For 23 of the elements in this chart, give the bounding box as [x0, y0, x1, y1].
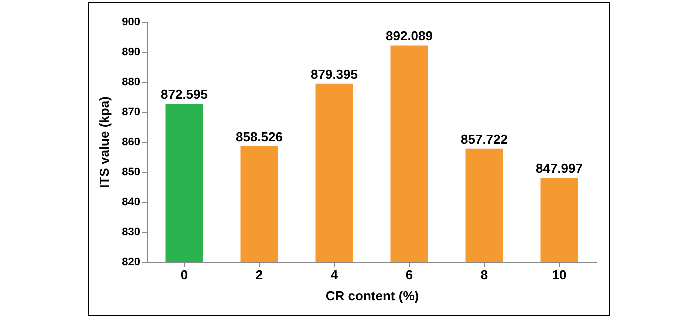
y-tick-label: 870	[122, 106, 140, 118]
y-tick-label: 820	[122, 256, 140, 268]
y-tick-label: 900	[122, 16, 140, 28]
y-tick-label: 850	[122, 166, 140, 178]
data-label: 872.595	[161, 87, 208, 102]
data-label: 847.997	[536, 161, 583, 176]
y-tick-label: 830	[122, 226, 140, 238]
data-label: 892.089	[386, 28, 433, 44]
x-tick-label: 8	[480, 268, 488, 282]
y-tick-label: 840	[122, 196, 140, 208]
data-label: 858.526	[236, 129, 283, 144]
x-tick-label: 2	[256, 268, 264, 282]
x-tick-label: 4	[330, 268, 339, 282]
y-axis-title: ITS value (kpa)	[97, 96, 112, 188]
y-tick-label: 860	[122, 136, 140, 148]
x-tick-label: 0	[180, 268, 188, 282]
x-tick-label: 10	[552, 268, 567, 282]
x-axis-title: CR content (%)	[326, 288, 420, 304]
data-label: 879.395	[311, 66, 358, 82]
data-label: 857.722	[461, 132, 508, 147]
y-tick-label: 890	[122, 46, 140, 58]
x-tick-label: 6	[406, 268, 414, 282]
y-tick-label: 880	[122, 76, 140, 88]
